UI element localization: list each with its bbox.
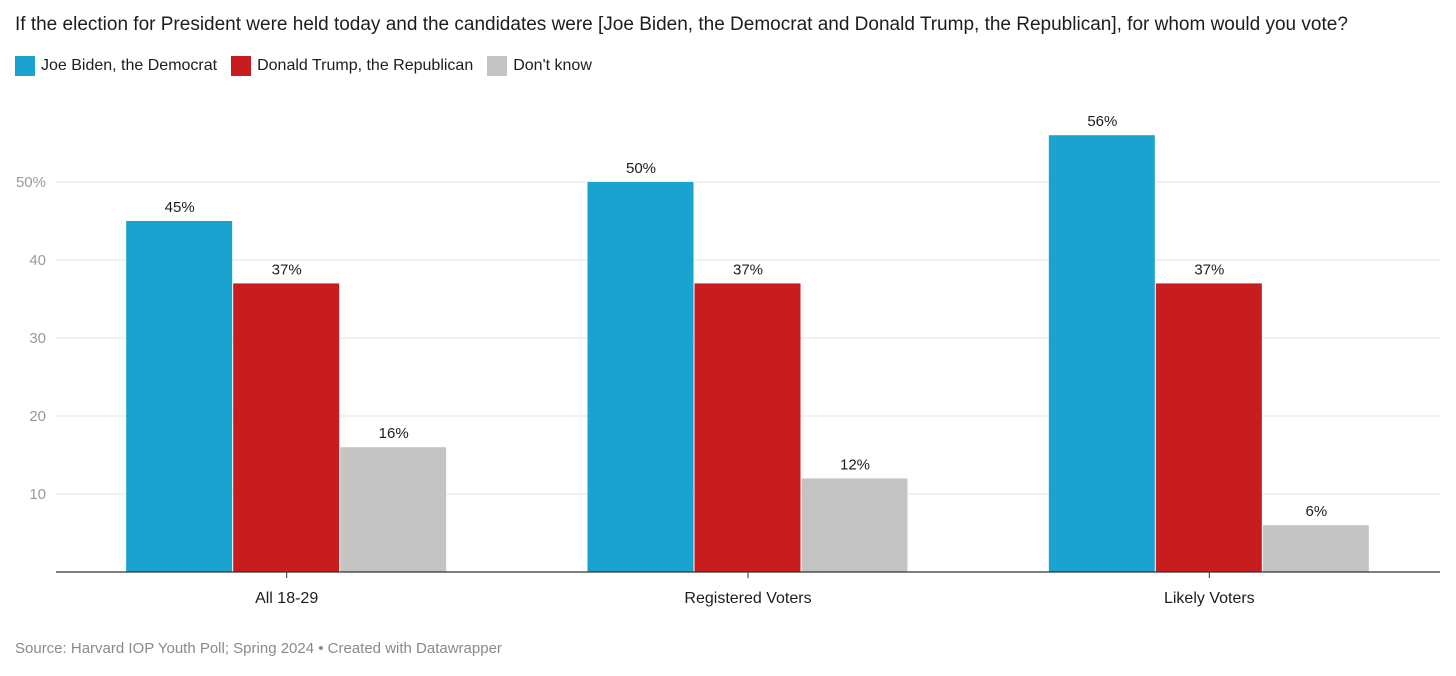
bar-trump-0 [233, 283, 340, 572]
y-tick-label-20: 20 [29, 408, 46, 425]
y-tick-label-10: 10 [29, 486, 46, 503]
y-tick-label-40: 40 [29, 252, 46, 269]
bar-dont-know-2 [1262, 525, 1369, 572]
x-tick-label-0: All 18-29 [255, 590, 318, 607]
x-tick-label-1: Registered Voters [684, 590, 811, 607]
bar-biden-2 [1048, 135, 1155, 572]
data-label-trump-1: 37% [733, 261, 763, 278]
bar-dont-know-1 [801, 478, 908, 572]
legend-label-biden: Joe Biden, the Democrat [41, 57, 218, 74]
legend-item-dont-know: Don't know [487, 56, 592, 76]
y-tick-label-50: 50% [16, 174, 46, 191]
legend: Joe Biden, the Democrat Donald Trump, th… [15, 56, 606, 76]
data-label-biden-0: 45% [165, 199, 195, 216]
legend-swatch-dont-know [487, 56, 508, 76]
data-label-trump-2: 37% [1194, 261, 1224, 278]
legend-item-trump: Donald Trump, the Republican [231, 56, 473, 76]
bar-biden-0 [126, 221, 233, 572]
y-tick-label-30: 30 [29, 330, 46, 347]
data-label-trump-0: 37% [272, 261, 302, 278]
bar-biden-1 [587, 182, 694, 572]
legend-label-trump: Donald Trump, the Republican [257, 57, 474, 74]
data-label-biden-1: 50% [626, 160, 656, 177]
bar-trump-2 [1155, 283, 1262, 572]
data-label-dont-know-0: 16% [379, 425, 409, 442]
legend-swatch-biden [15, 56, 35, 76]
legend-item-biden: Joe Biden, the Democrat [15, 56, 217, 76]
bar-dont-know-0 [340, 447, 447, 572]
bar-trump-1 [694, 283, 801, 572]
data-label-dont-know-1: 12% [840, 456, 870, 473]
data-label-dont-know-2: 6% [1305, 503, 1327, 520]
legend-label-dont-know: Don't know [513, 57, 592, 74]
chart-title: If the election for President were held … [15, 14, 1348, 35]
x-tick-label-2: Likely Voters [1164, 590, 1255, 607]
source-note: Source: Harvard IOP Youth Poll; Spring 2… [15, 640, 502, 657]
data-label-biden-2: 56% [1087, 113, 1117, 130]
legend-swatch-trump [231, 56, 252, 76]
